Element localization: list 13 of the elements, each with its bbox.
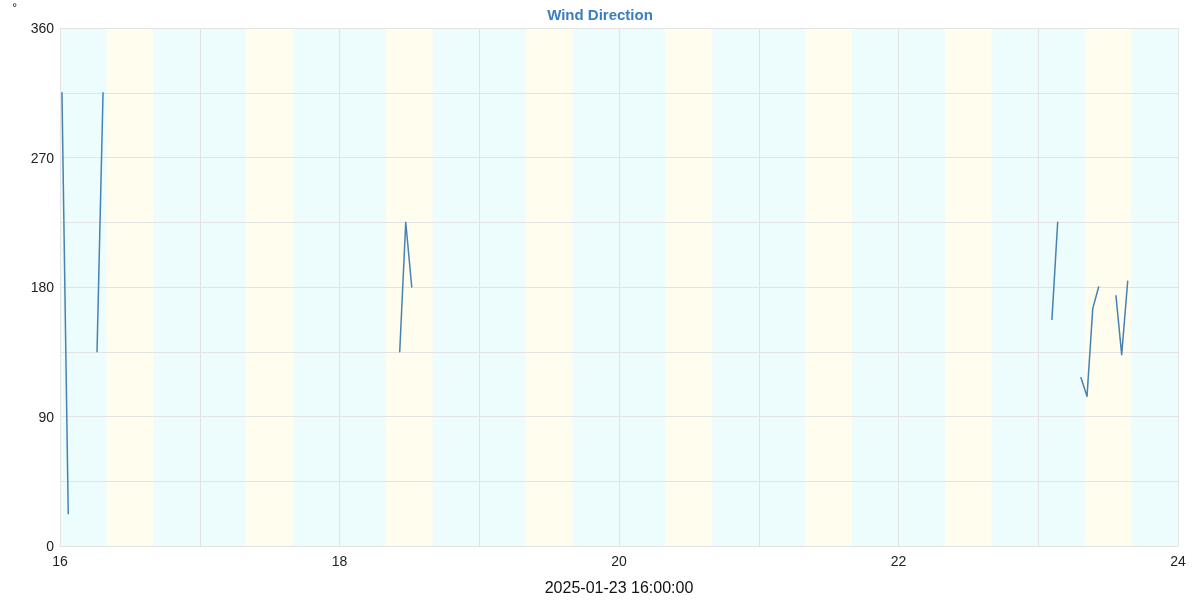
x-tick-label: 16 [52, 553, 68, 569]
chart-title: Wind Direction [547, 6, 653, 23]
x-tick-label: 18 [331, 553, 348, 569]
x-axis-title: 2025-01-23 16:00:00 [544, 578, 694, 596]
y-tick-label: 0 [46, 538, 55, 554]
x-tick-label: 22 [890, 553, 907, 569]
x-tick-label: 24 [1170, 553, 1186, 569]
y-tick-label: 180 [30, 279, 55, 295]
x-tick-label: 20 [611, 553, 627, 569]
y-axis-title: ° [12, 1, 18, 15]
y-tick-label: 270 [30, 149, 55, 166]
y-tick-label: 360 [30, 20, 55, 36]
y-tick-label: 90 [38, 408, 55, 425]
